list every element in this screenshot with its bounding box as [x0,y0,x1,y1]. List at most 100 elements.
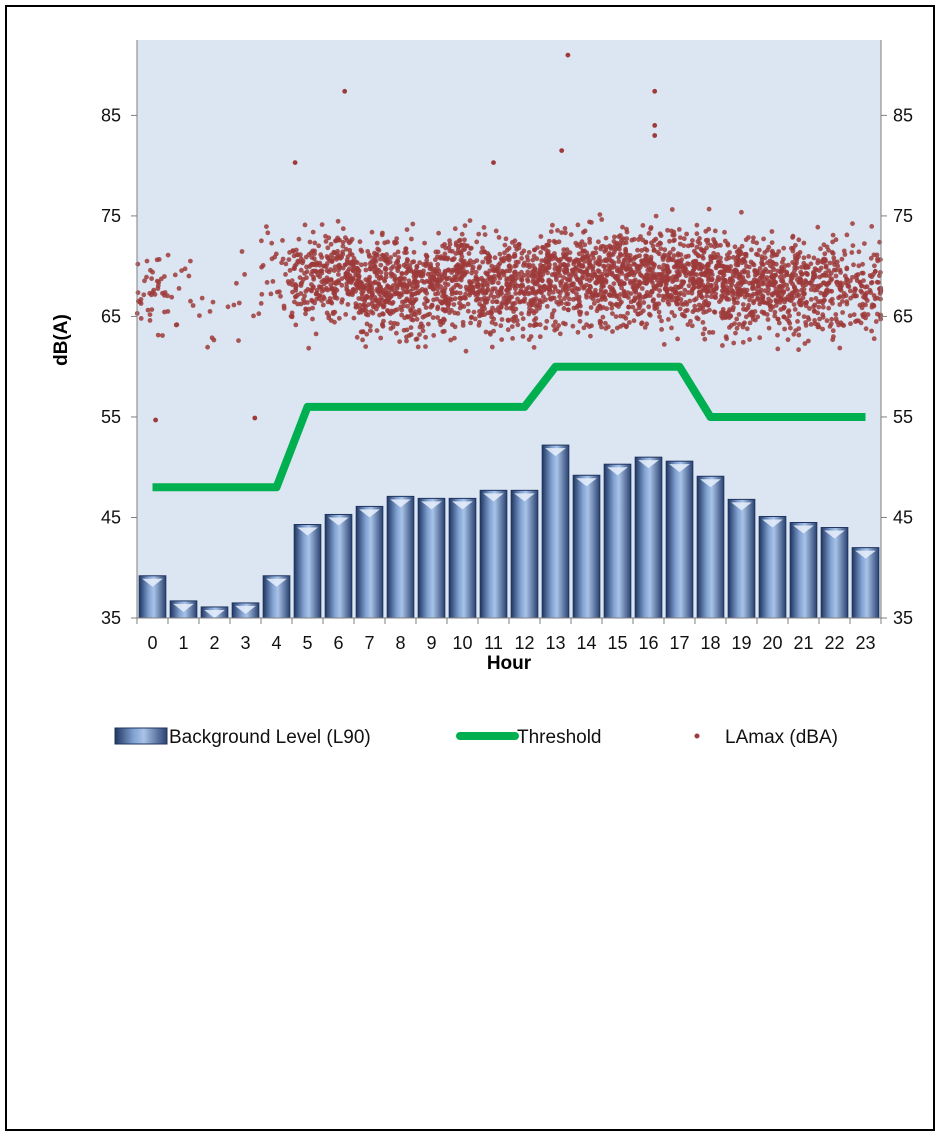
scatter-point [743,253,749,259]
scatter-point [727,250,732,255]
scatter-point [827,260,833,266]
scatter-point [423,334,428,340]
scatter-point [460,247,466,253]
scatter-point [286,257,292,262]
scatter-point [697,241,703,246]
scatter-point [773,303,779,308]
scatter-point [335,248,340,254]
scatter-point [595,298,601,304]
scatter-point [465,308,471,314]
scatter-point [632,287,637,293]
scatter-point [681,263,687,268]
scatter-point [777,274,783,280]
scatter-point [428,261,433,267]
scatter-point [662,294,668,300]
scatter-point [414,263,420,269]
scatter-point [482,306,487,312]
scatter-point [668,294,673,300]
scatter-point [737,287,743,292]
scatter-point [328,318,334,323]
scatter-point [646,231,652,236]
scatter-point [653,213,659,219]
scatter-point [480,245,485,251]
legend-label-background: Background Level (L90) [169,727,371,748]
scatter-point [388,320,394,326]
scatter-point [871,303,877,309]
scatter-point [747,320,753,326]
scatter-point [519,269,524,275]
scatter-point [865,312,871,317]
scatter-point [521,248,527,254]
scatter-point [287,268,293,273]
scatter-point [526,250,532,255]
scatter-point [859,283,864,288]
scatter-point [149,292,154,298]
scatter-point [724,280,729,285]
scatter-point [743,279,748,285]
bar-body [417,497,446,619]
scatter-point [386,291,392,296]
scatter-point [826,247,831,253]
scatter-point [561,247,567,253]
scatter-point [547,287,553,292]
scatter-point [740,339,746,345]
scatter-point [149,276,155,281]
scatter-point [792,265,798,270]
scatter-point [374,240,380,246]
scatter-point [730,272,736,278]
scatter-point [863,302,868,308]
scatter-point [411,311,417,317]
scatter-point [776,284,782,290]
scatter-point [649,276,654,282]
scatter-point [458,268,464,274]
scatter-point [675,301,680,307]
scatter-point [593,245,599,251]
scatter-point [820,304,826,310]
scatter-point [803,278,808,284]
scatter-point [818,246,823,252]
scatter-point [744,263,749,269]
scatter-point [559,148,565,154]
scatter-point [353,304,359,310]
scatter-point [815,258,821,263]
scatter-point [808,261,814,267]
scatter-point [376,298,382,304]
scatter-point [876,280,881,285]
scatter-point [526,273,531,278]
scatter-point [305,300,310,305]
scatter-point [734,316,740,322]
scatter-point [393,260,399,266]
scatter-point [606,252,611,258]
scatter-point [735,262,741,268]
scatter-point [483,270,489,276]
y-tick-label-left: 55 [101,407,121,427]
scatter-point [309,288,314,294]
bar-body [634,456,663,619]
scatter-point [387,259,393,265]
scatter-point [383,265,388,271]
scatter-point [492,265,498,270]
scatter-point [580,256,585,261]
scatter-point [688,242,694,248]
scatter-point [713,291,719,297]
scatter-point [671,232,677,238]
scatter-point [728,313,733,319]
scatter-point [756,247,762,253]
scatter-point [842,252,848,257]
scatter-point [334,287,340,293]
scatter-point [483,329,489,335]
scatter-point [824,318,830,324]
scatter-point [608,258,613,263]
scatter-point [559,300,564,306]
scatter-point [749,247,754,253]
scatter-point [826,305,832,311]
scatter-point [251,313,256,319]
scatter-point [811,309,817,314]
scatter-point [806,338,811,344]
scatter-point [734,325,740,331]
scatter-point [840,310,845,315]
scatter-point [756,270,762,276]
scatter-point [603,278,609,284]
scatter-point [379,289,385,295]
scatter-point [785,337,791,343]
